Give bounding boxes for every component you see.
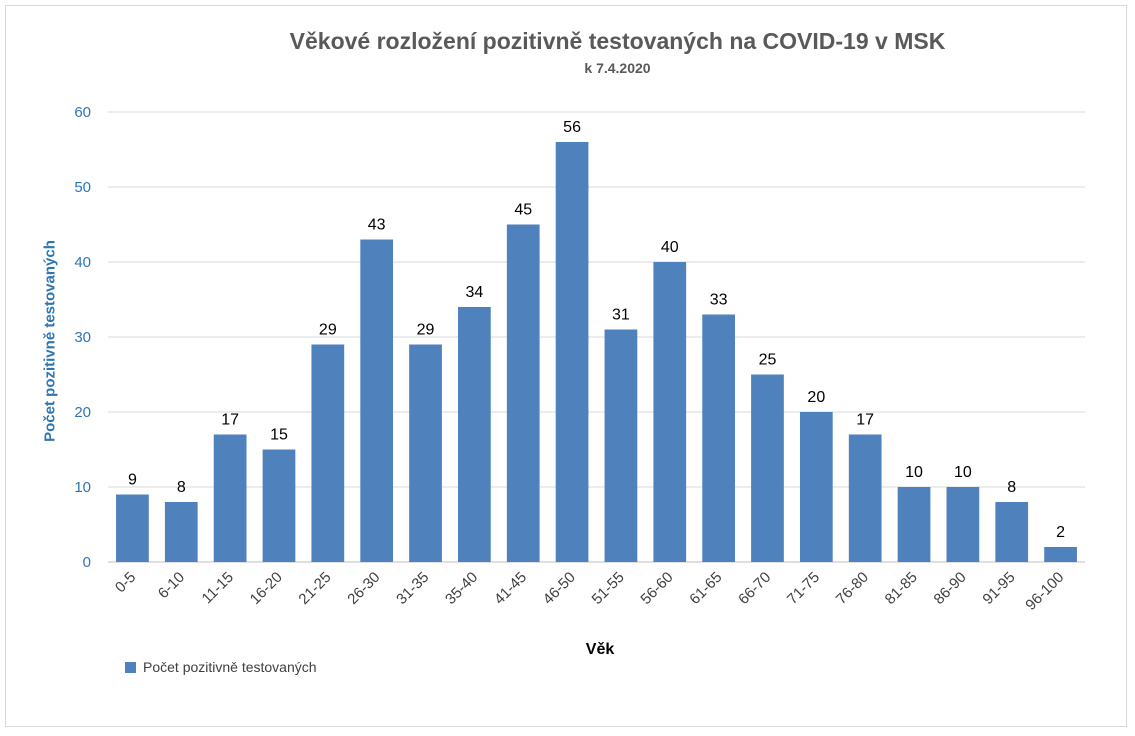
bar [164, 502, 198, 562]
x-tick-label: 0-5 [112, 569, 139, 596]
bar [946, 487, 980, 562]
bar [555, 142, 589, 562]
bar [458, 307, 491, 562]
chart-title: Věkové rozložení pozitivně testovaných n… [289, 28, 946, 54]
x-tick-label: 41-45 [491, 569, 530, 608]
data-label: 25 [759, 352, 777, 369]
data-label: 17 [856, 412, 874, 429]
bar [262, 449, 296, 562]
data-label: 33 [710, 292, 728, 309]
x-tick-label: 16-20 [247, 569, 286, 608]
data-label: 17 [221, 412, 239, 429]
bar [360, 239, 394, 562]
y-tick-label: 40 [74, 254, 91, 271]
data-label: 31 [612, 307, 630, 324]
x-tick-label: 46-50 [540, 569, 579, 608]
x-tick-label: 91-95 [979, 569, 1018, 608]
data-label: 2 [1056, 524, 1065, 541]
bar [604, 329, 638, 562]
y-tick-label: 60 [74, 104, 91, 121]
bar [702, 314, 735, 562]
data-label: 9 [128, 472, 137, 489]
x-tick-label: 61-65 [686, 569, 725, 608]
data-label: 43 [368, 217, 386, 234]
x-tick-label: 11-15 [199, 569, 237, 607]
data-label: 10 [954, 464, 972, 481]
data-label: 29 [417, 322, 435, 339]
y-tick-label: 10 [74, 479, 91, 496]
bar [995, 502, 1029, 562]
x-tick-label: 31-35 [393, 569, 432, 608]
x-tick-label: 71-75 [784, 569, 823, 608]
bar [848, 434, 882, 562]
data-label: 15 [270, 427, 288, 444]
y-tick-label: 20 [74, 404, 91, 421]
y-tick-label: 30 [74, 329, 91, 346]
data-label: 29 [319, 322, 337, 339]
bar [311, 344, 345, 562]
x-tick-label: 76-80 [833, 569, 872, 608]
x-tick-label: 6-10 [155, 569, 188, 602]
x-tick-label: 86-90 [931, 569, 970, 608]
legend-swatch [125, 661, 136, 673]
legend: Počet pozitivně testovaných [125, 659, 317, 675]
x-tick-label: 96-100 [1022, 569, 1067, 614]
data-label: 8 [177, 479, 186, 496]
data-label: 34 [465, 284, 483, 301]
x-tick-label: 51-55 [589, 569, 628, 608]
bar [751, 374, 784, 562]
x-tick-label: 26-30 [344, 569, 383, 608]
data-label: 20 [807, 389, 825, 406]
chart-subtitle: k 7.4.2020 [584, 60, 651, 76]
bar [1044, 547, 1077, 562]
x-tick-label: 81-85 [882, 569, 921, 608]
x-tick-label: 66-70 [735, 569, 774, 608]
data-label: 40 [661, 239, 679, 256]
y-tick-label: 50 [74, 179, 91, 196]
data-label: 45 [514, 202, 532, 219]
legend-label: Počet pozitivně testovaných [143, 659, 317, 675]
y-tick-label: 0 [83, 554, 91, 571]
bar [506, 224, 540, 562]
x-tick-label: 35-40 [442, 569, 481, 608]
bar [653, 262, 687, 562]
x-tick-label: 56-60 [637, 569, 676, 608]
x-axis-label: Věk [585, 641, 615, 658]
data-label: 56 [563, 119, 581, 136]
bar [897, 487, 931, 562]
x-tick-label: 21-25 [295, 569, 334, 608]
bar [213, 434, 247, 562]
bar [116, 494, 149, 562]
data-label: 10 [905, 464, 923, 481]
bar [409, 344, 442, 562]
data-label: 8 [1007, 479, 1016, 496]
bar [799, 412, 833, 562]
